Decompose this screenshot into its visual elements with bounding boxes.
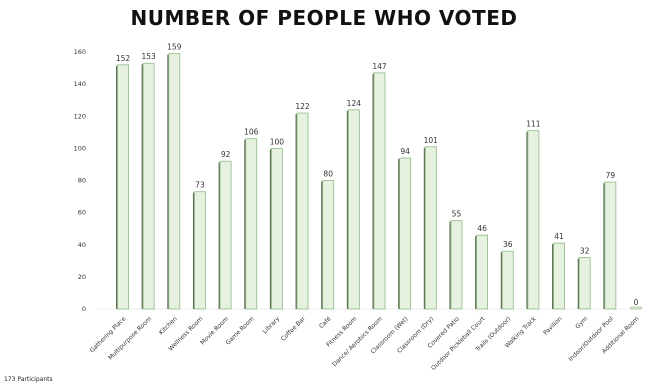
category-label: Coffee Bar (280, 315, 308, 343)
data-label: 152 (116, 54, 131, 63)
bar (399, 157, 412, 310)
data-label: 73 (195, 181, 205, 190)
data-label: 100 (270, 137, 285, 146)
y-tick-label: 100 (74, 144, 86, 152)
data-label: 124 (347, 99, 362, 108)
chart-title: NUMBER OF PEOPLE WHO VOTED (130, 6, 518, 30)
category-label: Pavilion (542, 315, 563, 336)
y-tick-label: 60 (78, 209, 86, 217)
bar (168, 53, 181, 310)
bar-shadow (526, 131, 529, 309)
y-tick-label: 80 (78, 177, 86, 185)
data-label: 41 (554, 232, 564, 241)
data-label: 80 (323, 170, 333, 179)
category-label: Indoor/Outdoor Pool (567, 315, 615, 363)
bar (476, 234, 489, 310)
data-label: 101 (424, 136, 439, 145)
data-label: 122 (295, 102, 310, 111)
bar (527, 130, 540, 310)
bar-shadow (116, 65, 119, 309)
category-label: Dance/ Aerobics Room (331, 315, 384, 368)
bar-shadow (603, 183, 606, 309)
bar (194, 191, 206, 310)
data-label: 79 (606, 171, 616, 180)
data-label: 36 (503, 240, 513, 249)
category-label: Multipurpose Room (107, 315, 153, 361)
y-tick-label: 160 (74, 48, 86, 56)
data-label: 111 (526, 120, 541, 129)
data-label: 106 (244, 128, 259, 137)
data-label: 92 (221, 150, 231, 159)
axis-layer: 0 20 40 60 80 100 120 140 160 (74, 48, 640, 313)
y-tick-label: 120 (74, 112, 86, 120)
bar (424, 146, 437, 310)
bar (142, 62, 155, 310)
bar (270, 147, 283, 310)
data-label: 46 (477, 224, 487, 233)
bar (219, 160, 232, 310)
bar (373, 72, 386, 310)
participants-count: 173 Participants (4, 376, 53, 383)
bar (296, 112, 309, 310)
bar (501, 250, 514, 310)
y-tick-label: 20 (78, 273, 86, 281)
y-tick-label: 0 (82, 305, 86, 313)
data-label: 55 (452, 210, 462, 219)
bar (322, 180, 335, 310)
category-label: Kitchen (158, 315, 179, 336)
y-tick-label: 140 (74, 80, 86, 88)
category-label: Library (262, 315, 282, 335)
data-label: 0 (634, 298, 639, 307)
bar (347, 109, 360, 310)
y-tick-label: 40 (78, 241, 86, 249)
data-label: 147 (372, 62, 387, 71)
data-label: 159 (167, 43, 182, 52)
bar-shadow (192, 192, 196, 309)
bar-shadow (167, 54, 170, 310)
bar (245, 138, 258, 310)
bar (553, 242, 565, 310)
data-label: 153 (141, 52, 156, 61)
bars-layer (116, 53, 642, 310)
bar (630, 306, 642, 310)
category-label: Café (318, 315, 333, 330)
data-label: 94 (400, 147, 410, 156)
bar (117, 64, 129, 310)
data-label: 32 (580, 247, 590, 256)
bar (604, 181, 617, 310)
category-label: Gym (574, 315, 589, 330)
bar (450, 220, 463, 310)
bar (578, 257, 591, 310)
